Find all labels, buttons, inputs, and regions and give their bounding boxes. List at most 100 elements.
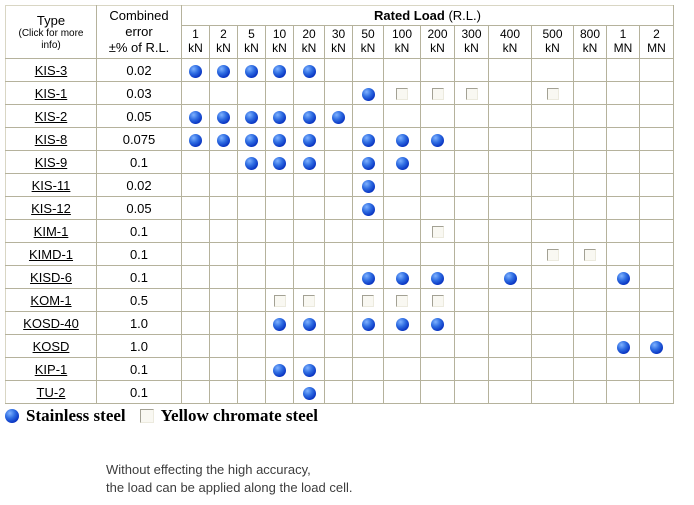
stainless-steel-dot-icon [217, 133, 230, 147]
load-cell-KIM-1-2MN [639, 219, 674, 243]
load-cell-KIMD-1-300kN [454, 242, 489, 266]
load-cell-KIM-1-20kN [293, 219, 325, 243]
load-cell-KIS-9-1kN [181, 150, 210, 174]
note: Without effecting the high accuracy, the… [106, 461, 352, 497]
type-cell-KIS-2: KIS-2 [5, 104, 97, 128]
table-row-KIMD-1: KIMD-1 0.1 [5, 242, 674, 266]
type-link-KOM-1[interactable]: KOM-1 [30, 292, 72, 308]
load-cell-KIS-2-20kN [293, 104, 325, 128]
load-cell-KIS-8-50kN [352, 127, 384, 151]
type-link-KISD-6[interactable]: KISD-6 [30, 269, 72, 285]
load-cell-KIS-1-2kN [209, 81, 238, 105]
load-column-header-2-MN: 2 MN [639, 25, 674, 59]
stainless-steel-dot-icon [245, 110, 258, 124]
load-cell-KIS-8-30kN [324, 127, 353, 151]
load-cell-KIS-8-5kN [237, 127, 266, 151]
type-link-KIM-1[interactable]: KIM-1 [33, 223, 69, 239]
load-cell-KIMD-1-20kN [293, 242, 325, 266]
load-cell-KIS-8-1kN [181, 127, 210, 151]
stainless-steel-dot-icon [395, 271, 409, 285]
type-link-KOSD-40[interactable]: KOSD-40 [23, 315, 79, 331]
load-cell-KOM-1-2kN [209, 288, 238, 312]
yellow-chromate-square-icon [273, 295, 286, 308]
type-link-KIS-9[interactable]: KIS-9 [34, 154, 68, 170]
load-cell-KOM-1-20kN [293, 288, 325, 312]
stainless-steel-dot-icon [302, 133, 316, 147]
type-link-KIS-12[interactable]: KIS-12 [31, 200, 71, 216]
error-cell-KIS-12: 0.05 [96, 196, 182, 220]
load-cell-KOSD-1kN [181, 334, 210, 358]
stainless-steel-dot-icon [217, 64, 230, 78]
type-link-TU-2[interactable]: TU-2 [36, 384, 66, 400]
stainless-steel-dot-icon [302, 110, 316, 124]
type-cell-KOSD: KOSD [5, 334, 97, 358]
load-cell-KIS-9-500kN [531, 150, 574, 174]
load-cell-KIS-9-20kN [293, 150, 325, 174]
load-cell-KISD-6-300kN [454, 265, 489, 289]
load-cell-KIS-12-2kN [209, 196, 238, 220]
error-cell-KIS-2: 0.05 [96, 104, 182, 128]
load-cell-KISD-6-5kN [237, 265, 266, 289]
type-cell-TU-2: TU-2 [5, 380, 97, 404]
load-cell-KIS-1-500kN [531, 81, 574, 105]
load-cell-KOSD-40-5kN [237, 311, 266, 335]
stainless-steel-dot-icon [189, 133, 202, 147]
load-cell-KOSD-40-30kN [324, 311, 353, 335]
load-cell-KIS-11-800kN [573, 173, 607, 197]
load-cell-KIS-12-400kN [488, 196, 532, 220]
type-link-KIS-3[interactable]: KIS-3 [34, 62, 68, 78]
load-cell-KIS-9-300kN [454, 150, 489, 174]
load-cell-TU-2-200kN [420, 380, 455, 404]
load-cell-KIS-2-800kN [573, 104, 607, 128]
load-cell-KIS-8-300kN [454, 127, 489, 151]
type-link-KIS-11[interactable]: KIS-11 [31, 177, 71, 193]
stainless-steel-dot-icon [616, 340, 630, 354]
type-link-KOSD[interactable]: KOSD [32, 338, 70, 354]
error-cell-KIS-9: 0.1 [96, 150, 182, 174]
type-link-KIP-1[interactable]: KIP-1 [34, 361, 68, 377]
load-cell-KIS-9-30kN [324, 150, 353, 174]
load-cell-KOSD-40-1kN [181, 311, 210, 335]
load-cell-KIS-1-1MN [606, 81, 640, 105]
table-row-KOSD-40: KOSD-40 1.0 [5, 311, 674, 335]
yellow-chromate-square-icon [303, 295, 315, 308]
load-column-header-2-kN: 2 kN [209, 25, 238, 59]
yellow-chromate-square-icon [546, 88, 559, 101]
load-cell-KIS-9-200kN [420, 150, 455, 174]
load-cell-KIS-3-2MN [639, 58, 674, 82]
type-link-KIMD-1[interactable]: KIMD-1 [28, 246, 74, 262]
load-column-header-1-MN: 1 MN [606, 25, 640, 59]
load-cell-KOM-1-2MN [639, 288, 674, 312]
load-cell-KOM-1-50kN [352, 288, 384, 312]
load-cell-KISD-6-100kN [383, 265, 421, 289]
type-link-KIS-8[interactable]: KIS-8 [34, 131, 68, 147]
error-cell-KOM-1: 0.5 [96, 288, 182, 312]
load-cell-KIS-2-2MN [639, 104, 674, 128]
load-cell-KIM-1-500kN [531, 219, 574, 243]
load-cell-KIS-12-5kN [237, 196, 266, 220]
load-cell-KIS-1-5kN [237, 81, 266, 105]
load-cell-KIS-11-200kN [420, 173, 455, 197]
load-cell-KOSD-40-2kN [209, 311, 238, 335]
load-cell-KIS-11-400kN [488, 173, 532, 197]
type-link-KIS-2[interactable]: KIS-2 [34, 108, 68, 124]
load-cell-KOM-1-100kN [383, 288, 421, 312]
type-cell-KIS-12: KIS-12 [5, 196, 97, 220]
load-cell-KOM-1-200kN [420, 288, 455, 312]
stainless-steel-dot-icon [361, 179, 375, 193]
stainless-steel-dot-icon [273, 64, 286, 78]
load-cell-KIS-1-10kN [265, 81, 294, 105]
load-cell-KIS-1-30kN [324, 81, 353, 105]
load-cell-KIP-1-30kN [324, 357, 353, 381]
load-cell-KIS-3-1kN [181, 58, 210, 82]
load-cell-TU-2-1MN [606, 380, 640, 404]
load-cell-KIS-12-50kN [352, 196, 384, 220]
table-row-KOM-1: KOM-1 0.5 [5, 288, 674, 312]
load-column-header-400-kN: 400 kN [488, 25, 532, 59]
load-column-header-1-kN: 1 kN [181, 25, 210, 59]
type-link-KIS-1[interactable]: KIS-1 [34, 85, 68, 101]
table-row-KIS-11: KIS-11 0.02 [5, 173, 674, 197]
stainless-steel-dot-icon [361, 156, 375, 170]
load-cell-KOSD-10kN [265, 334, 294, 358]
